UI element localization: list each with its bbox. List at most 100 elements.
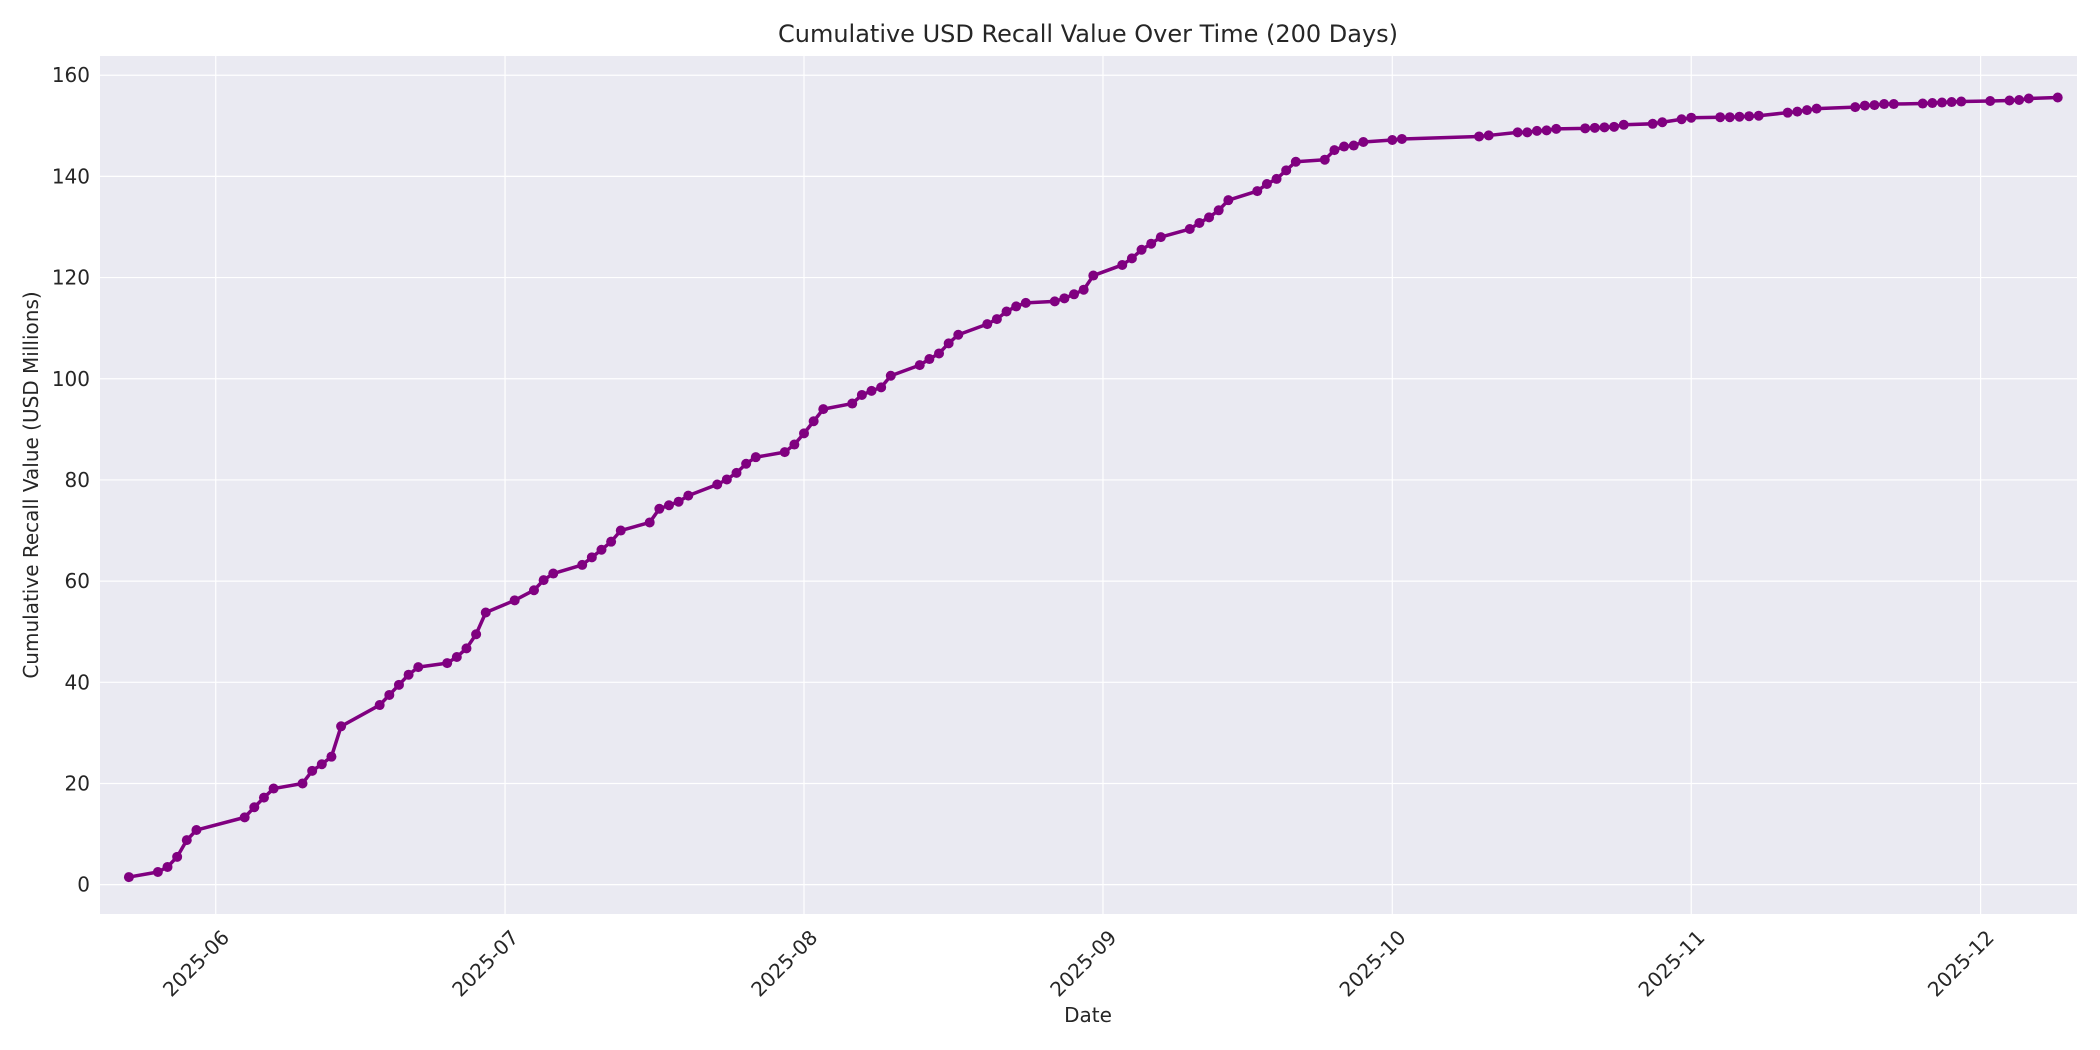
data-point (577, 559, 588, 570)
data-point (1686, 112, 1697, 123)
y-tick-label: 100 (52, 367, 90, 391)
data-point (1011, 301, 1022, 312)
data-point (471, 629, 482, 640)
data-point (1001, 306, 1012, 317)
data-point (654, 503, 665, 514)
data-point (1551, 123, 1562, 134)
data-point (683, 490, 694, 501)
data-point (1059, 293, 1070, 304)
y-tick-label: 120 (52, 266, 90, 290)
data-point (1715, 112, 1726, 123)
data-point (1734, 111, 1745, 122)
data-point (1531, 125, 1542, 136)
data-point (172, 851, 183, 862)
y-axis-label: Cumulative Recall Value (USD Millions) (19, 291, 43, 678)
data-point (413, 662, 424, 673)
data-point (731, 467, 742, 478)
y-tick-label: 40 (65, 670, 90, 694)
data-point (991, 314, 1002, 325)
data-point (548, 568, 559, 579)
data-point (2004, 95, 2015, 106)
data-point (1339, 141, 1350, 152)
data-point (1290, 156, 1301, 167)
data-point (1271, 173, 1282, 184)
data-point (1136, 244, 1147, 255)
data-point (316, 759, 327, 770)
data-point (1358, 137, 1369, 147)
data-point (181, 835, 192, 846)
data-point (1927, 98, 1938, 109)
data-point (982, 319, 993, 330)
data-point (336, 721, 347, 732)
data-point (1609, 121, 1620, 132)
data-point (1387, 134, 1398, 145)
y-tick-label: 20 (65, 771, 90, 795)
data-point (258, 792, 269, 803)
data-point (847, 398, 858, 409)
data-point (1956, 96, 1967, 107)
data-point (1859, 100, 1870, 111)
data-point (307, 765, 318, 776)
data-point (1020, 297, 1031, 308)
data-point (1348, 140, 1359, 151)
data-point (1069, 289, 1080, 300)
data-point (1801, 105, 1812, 116)
data-point (123, 872, 134, 883)
data-point (606, 536, 617, 547)
data-point (1657, 117, 1668, 128)
data-point (1281, 165, 1292, 176)
data-point (856, 389, 867, 400)
data-point (1396, 133, 1407, 144)
data-point (1946, 97, 1957, 108)
data-point (1599, 122, 1610, 133)
data-point (1261, 178, 1272, 189)
data-point (403, 669, 414, 680)
data-point (1676, 114, 1687, 125)
data-point (509, 595, 520, 606)
y-tick-label: 80 (65, 468, 90, 492)
gridlines (100, 56, 2077, 914)
plot-area (100, 56, 2077, 914)
data-point (1049, 296, 1060, 307)
data-point (1117, 259, 1128, 270)
data-point (1078, 284, 1089, 295)
data-point (1580, 123, 1591, 134)
data-point (1319, 154, 1330, 165)
data-point (374, 700, 385, 711)
data-point (451, 652, 462, 662)
data-point (461, 643, 472, 654)
chart-title: Cumulative USD Recall Value Over Time (2… (778, 20, 1398, 48)
data-point (1483, 130, 1494, 141)
data-point (2023, 93, 2034, 104)
data-point (249, 802, 260, 813)
data-point (1879, 99, 1890, 110)
data-point (480, 607, 491, 618)
data-point (1792, 106, 1803, 117)
data-point (152, 867, 163, 878)
data-point (1329, 145, 1340, 156)
data-point (953, 329, 964, 340)
data-point (1088, 270, 1099, 281)
y-tick-label: 60 (65, 569, 90, 593)
data-point (1541, 125, 1552, 136)
data-point (384, 689, 395, 700)
data-point (1888, 99, 1899, 110)
data-point (1811, 103, 1822, 114)
data-point (393, 679, 404, 690)
data-point (924, 354, 935, 365)
data-point (1522, 127, 1533, 138)
data-point (663, 500, 674, 511)
data-point (1744, 111, 1755, 122)
data-point (239, 812, 250, 823)
x-axis-label: Date (1064, 1003, 1112, 1027)
data-point (2014, 95, 2025, 106)
data-point (1917, 98, 1928, 109)
data-point (1155, 232, 1166, 243)
data-point (885, 370, 896, 381)
data-point (943, 338, 954, 349)
data-point (750, 452, 761, 463)
data-point (721, 474, 732, 485)
data-point (297, 778, 308, 789)
